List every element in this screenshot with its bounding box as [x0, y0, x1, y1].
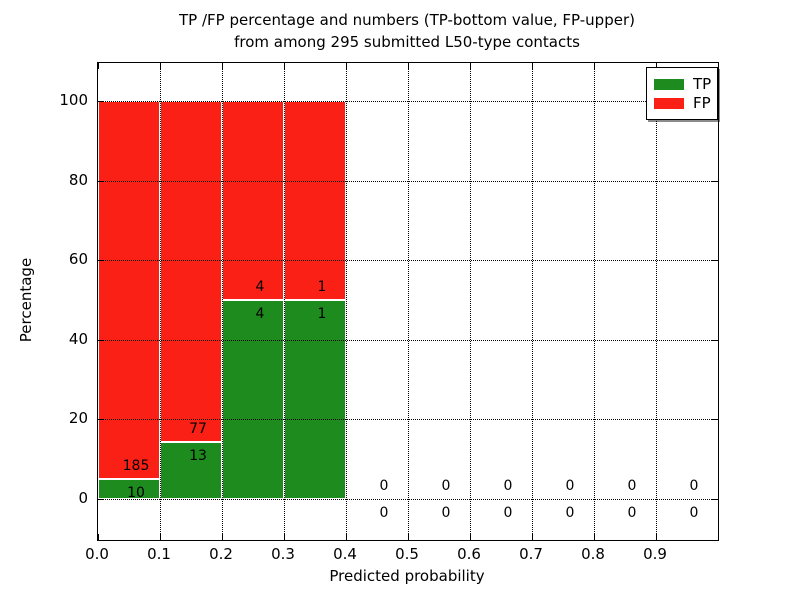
legend-item: TP — [654, 75, 712, 93]
y-tick-label: 40 — [68, 329, 88, 348]
fp-legend-swatch — [654, 97, 684, 109]
bar-value-labels-layer: 185 10 77 13 4 4 1 1 0 0 0 0 0 0 0 0 0 0 0 0 — [98, 63, 718, 540]
fp-count-label: 0 — [627, 478, 637, 494]
plot-area: 185 10 77 13 4 4 1 1 0 0 0 0 0 0 0 0 0 0 0 0 TP FP — [97, 62, 719, 541]
bar-fp-segment — [160, 101, 222, 442]
fp-count-label: 0 — [379, 478, 389, 494]
legend-item: FP — [654, 94, 711, 112]
x-tick-label: 0.9 — [643, 545, 667, 563]
x-axis-label: Predicted probability — [329, 567, 485, 585]
y-axis-label: Percentage — [17, 257, 35, 343]
x-tick-label: 0.7 — [519, 545, 543, 563]
fp-count-label: 185 — [122, 457, 150, 474]
chart-title-line1: TP /FP percentage and numbers (TP-bottom… — [179, 11, 635, 29]
tp-count-label: 10 — [127, 484, 145, 501]
x-tick-label: 0.5 — [395, 545, 419, 563]
tp-count-label: 0 — [689, 505, 699, 521]
bar-tp-segment — [284, 300, 346, 499]
fp-count-label: 4 — [255, 279, 265, 295]
x-tick-mark — [98, 63, 99, 69]
tp-count-label: 0 — [565, 505, 575, 521]
chart-title-line2: from among 295 submitted L50-type contac… — [234, 33, 580, 51]
x-tick-label: 0.0 — [85, 545, 109, 563]
bars-layer — [98, 63, 718, 540]
legend: TP FP — [646, 67, 718, 120]
legend-item-label: FP — [693, 94, 711, 112]
x-tick-label: 0.1 — [147, 545, 171, 563]
tp-count-label: 13 — [189, 447, 207, 464]
legend-item-label: TP — [693, 75, 712, 93]
bar-fp-segment — [98, 101, 160, 479]
tp-count-label: 0 — [503, 505, 513, 521]
y-tick-label: 20 — [68, 409, 88, 428]
y-tick-label: 100 — [59, 91, 88, 109]
bar-tp-segment — [160, 441, 222, 499]
tp-count-label: 0 — [441, 505, 451, 521]
x-tick-label: 0.2 — [209, 545, 233, 563]
fp-count-label: 0 — [689, 478, 699, 494]
bar-tp-segment — [98, 478, 160, 499]
y-tick-label: 80 — [68, 170, 88, 189]
y-tick-label: 0 — [78, 489, 88, 507]
tp-count-label: 1 — [317, 306, 327, 322]
tp-count-label: 4 — [255, 306, 265, 322]
chart-title: TP /FP percentage and numbers (TP-bottom… — [97, 9, 717, 53]
tp-legend-swatch — [654, 78, 684, 90]
fp-count-label: 0 — [565, 478, 575, 494]
fp-count-label: 77 — [189, 420, 207, 437]
fp-count-label: 0 — [441, 478, 451, 494]
fp-count-label: 0 — [503, 478, 513, 494]
x-tick-label: 0.4 — [333, 545, 357, 563]
fp-count-label: 1 — [317, 279, 327, 295]
x-tick-label: 0.8 — [581, 545, 605, 563]
x-tick-mark — [98, 534, 99, 540]
y-tick-label: 60 — [68, 250, 88, 269]
tp-count-label: 0 — [627, 505, 637, 521]
tp-count-label: 0 — [379, 505, 389, 521]
x-tick-label: 0.3 — [271, 545, 295, 563]
x-tick-label: 0.6 — [457, 545, 481, 563]
